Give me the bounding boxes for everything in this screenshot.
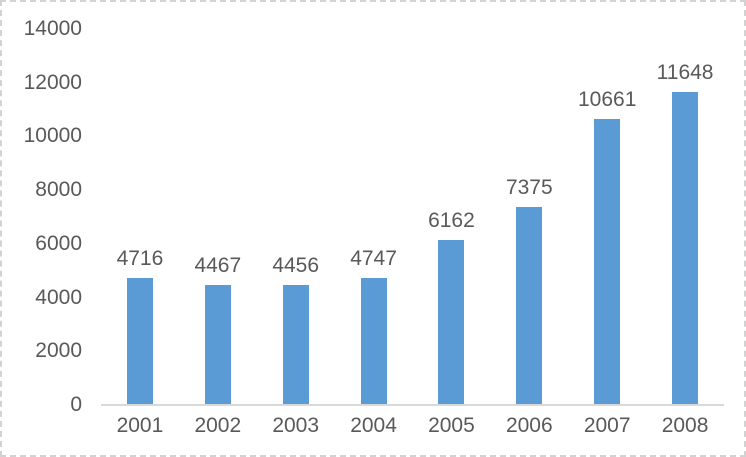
bar	[672, 92, 699, 405]
bar-value-label: 7375	[505, 175, 553, 199]
y-tick-label: 2000	[35, 339, 82, 363]
y-tick-label: 10000	[23, 124, 82, 148]
bar	[204, 285, 231, 405]
bar-value-label: 11648	[656, 61, 714, 85]
x-tick-label: 2004	[350, 414, 397, 437]
bar	[360, 277, 387, 405]
y-tick-label: 0	[70, 393, 82, 416]
bar-value-label: 4716	[116, 247, 164, 271]
y-tick-label: 12000	[23, 70, 82, 94]
bar-value-label: 4456	[272, 254, 320, 278]
bar-value-label: 10661	[577, 87, 637, 111]
x-tick-label: 2003	[272, 414, 320, 437]
x-tick-label: 2001	[116, 414, 164, 437]
bar-value-label: 6162	[428, 208, 475, 232]
bar-value-label: 4467	[194, 254, 242, 278]
x-tick-label: 2008	[661, 414, 709, 437]
bar	[282, 285, 309, 405]
x-tick-label: 2006	[505, 414, 553, 437]
y-tick-label: 8000	[35, 178, 82, 202]
bar	[126, 278, 153, 405]
bar-value-label: 4747	[350, 246, 397, 270]
bar	[516, 206, 543, 405]
y-tick-label: 14000	[23, 17, 82, 40]
bar	[594, 118, 621, 405]
y-tick-label: 4000	[35, 285, 82, 309]
x-tick-label: 2002	[194, 414, 242, 437]
y-tick-label: 6000	[35, 231, 82, 255]
x-tick-label: 2005	[428, 414, 475, 437]
bar	[438, 239, 465, 405]
x-axis-line	[101, 404, 724, 406]
x-tick-label: 2007	[583, 414, 631, 437]
